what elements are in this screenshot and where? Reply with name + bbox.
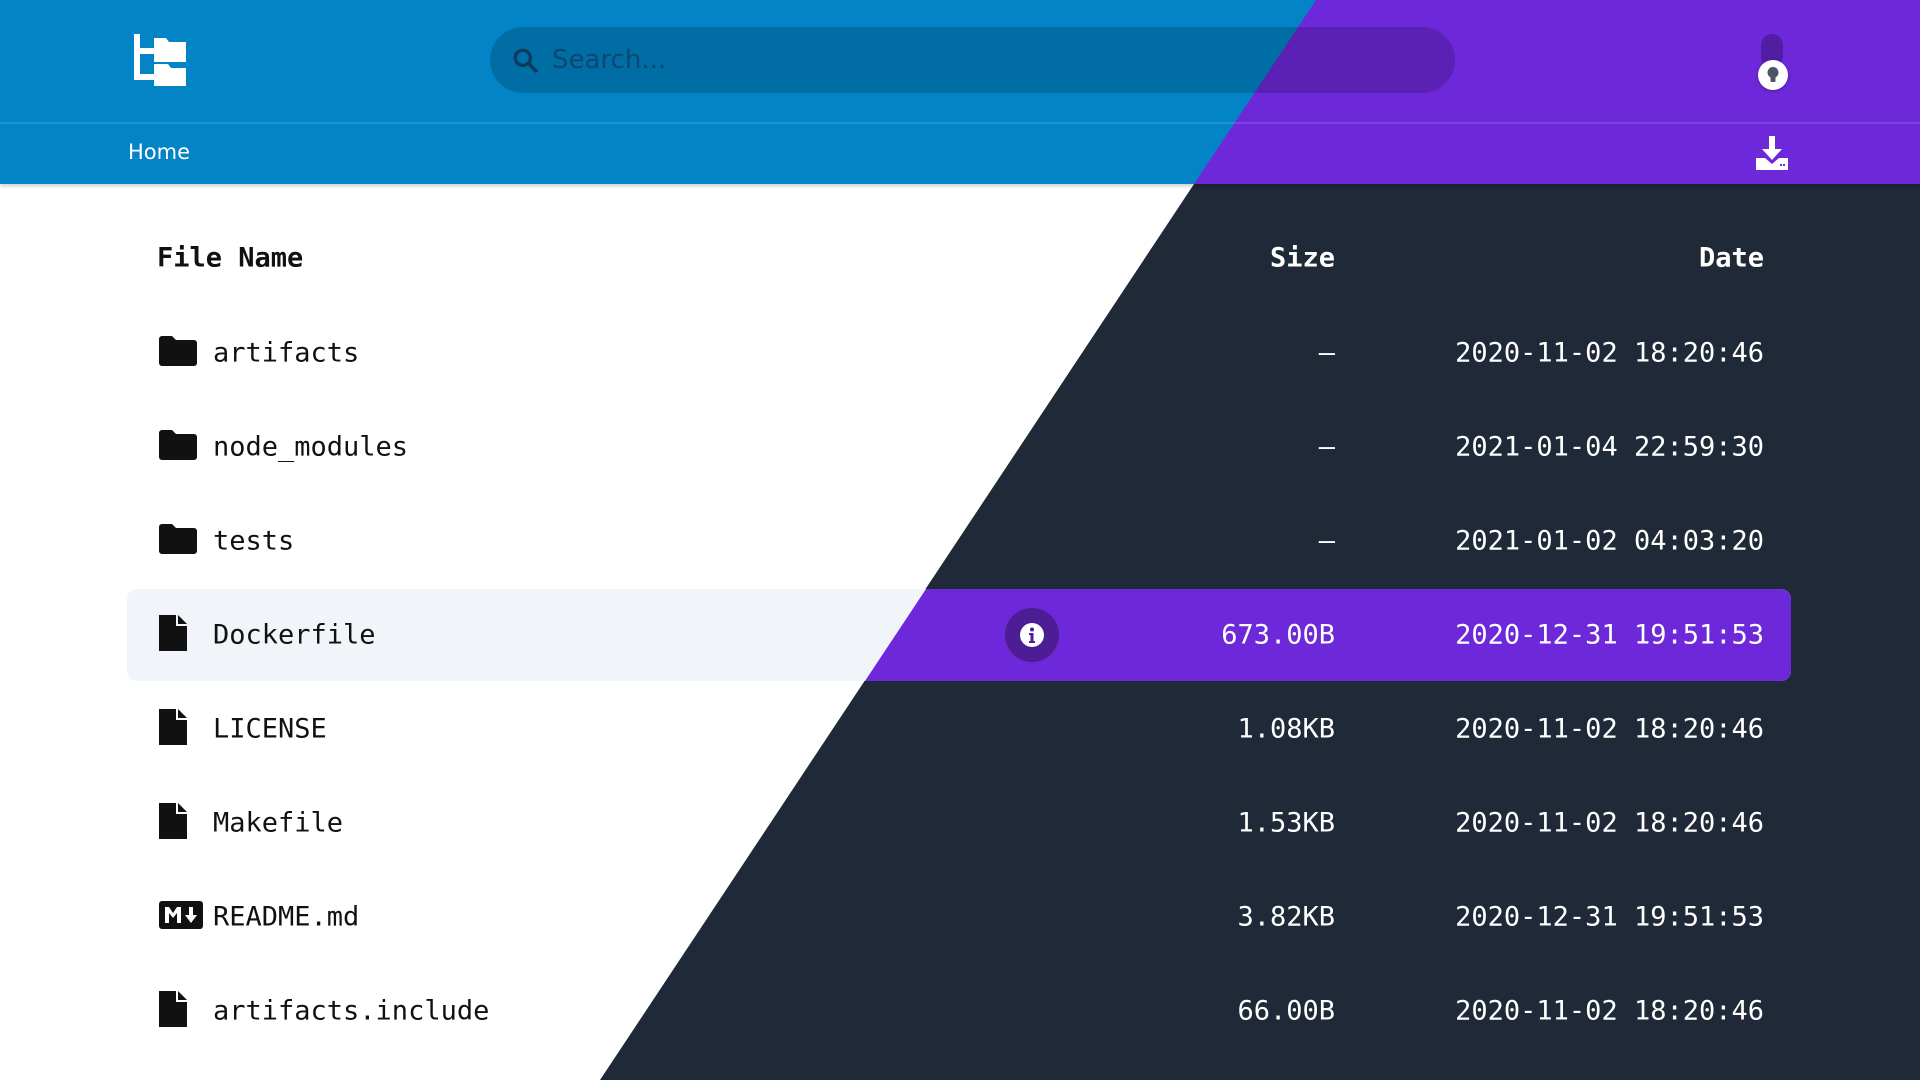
table-row[interactable]: LICENSE 1.08KB 2020-11-02 18:20:46 (127, 683, 1791, 775)
lightbulb-icon (1758, 60, 1788, 90)
table-row[interactable]: tests — 2021-01-02 04:03:20 (127, 495, 1791, 587)
file-name[interactable]: tests (213, 525, 295, 557)
file-name[interactable]: artifacts (213, 337, 360, 369)
file-date: 2021-01-02 04:03:20 (1455, 525, 1764, 557)
file-size: 3.82KB (1237, 901, 1335, 933)
header-divider (0, 122, 1920, 124)
file-date: 2020-11-02 18:20:46 (1455, 713, 1764, 745)
file-name[interactable]: node_modules (213, 431, 409, 463)
file-date: 2020-12-31 19:51:53 (1455, 901, 1764, 933)
info-button[interactable] (1005, 608, 1059, 662)
file-size: — (1318, 525, 1335, 557)
table-row[interactable]: README.md 3.82KB 2020-12-31 19:51:53 (127, 871, 1791, 963)
file-date: 2020-11-02 18:20:46 (1455, 807, 1764, 839)
file-icon (159, 709, 187, 749)
folder-icon (159, 336, 197, 370)
toggle-track (1761, 34, 1783, 68)
column-header-date[interactable]: Date (1698, 242, 1764, 274)
table-row[interactable]: Makefile 1.53KB 2020-11-02 18:20:46 (127, 777, 1791, 869)
column-header-name[interactable]: File Name (157, 242, 304, 274)
info-icon (1020, 623, 1044, 647)
file-name[interactable]: artifacts.include (213, 995, 490, 1027)
file-date: 2020-11-02 18:20:46 (1455, 995, 1764, 1027)
folder-icon (159, 524, 197, 558)
search-input[interactable] (552, 45, 1402, 75)
markdown-icon (159, 901, 203, 933)
file-date: 2021-01-04 22:59:30 (1455, 431, 1764, 463)
table-row[interactable]: artifacts.include 66.00B 2020-11-02 18:20:… (127, 965, 1791, 1057)
search-bar[interactable] (490, 27, 1455, 93)
table-row[interactable]: node_modules — 2021-01-04 22:59:30 (127, 401, 1791, 493)
logo-tree-icon[interactable] (134, 34, 190, 86)
search-icon (513, 48, 538, 73)
file-name[interactable]: Makefile (213, 807, 344, 839)
file-size: — (1318, 337, 1335, 369)
theme-toggle[interactable] (1758, 34, 1788, 92)
file-size: 1.08KB (1237, 713, 1335, 745)
file-icon (159, 615, 187, 655)
file-size: 66.00B (1237, 995, 1335, 1027)
header-dark-region (1194, 0, 1920, 184)
file-date: 2020-12-31 19:51:53 (1455, 619, 1764, 651)
file-name[interactable]: README.md (213, 901, 360, 933)
breadcrumb-home[interactable]: Home (128, 140, 191, 164)
file-size: 673.00B (1221, 619, 1335, 651)
folder-icon (159, 430, 197, 464)
file-size: — (1318, 431, 1335, 463)
file-size: 1.53KB (1237, 807, 1335, 839)
file-name[interactable]: LICENSE (213, 713, 327, 745)
file-name[interactable]: Dockerfile (213, 619, 376, 651)
table-row[interactable]: artifacts — 2020-11-02 18:20:46 (127, 307, 1791, 399)
download-icon[interactable] (1756, 136, 1788, 170)
table-header: File Name Size Date (127, 212, 1791, 304)
file-icon (159, 803, 187, 843)
file-date: 2020-11-02 18:20:46 (1455, 337, 1764, 369)
column-header-size[interactable]: Size (1269, 242, 1335, 274)
file-icon (159, 991, 187, 1031)
table-row[interactable]: Dockerfile 673.00B 2020-12-31 19:51:53 (127, 589, 1791, 681)
header: Home (0, 0, 1920, 184)
